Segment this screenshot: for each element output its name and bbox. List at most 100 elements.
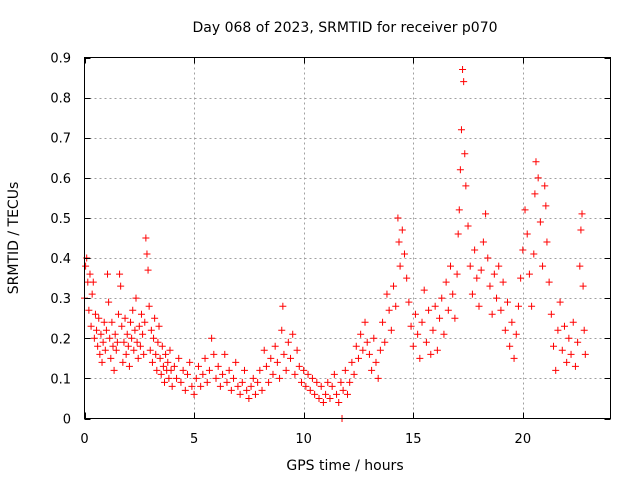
- data-point: [282, 366, 290, 374]
- data-point: [510, 354, 518, 362]
- data-point: [440, 330, 448, 338]
- data-point: [379, 318, 387, 326]
- x-tick-label: 10: [295, 432, 312, 447]
- data-point: [346, 378, 354, 386]
- data-point: [560, 322, 568, 330]
- data-point: [499, 278, 507, 286]
- y-tick-label: 0.8: [50, 92, 71, 107]
- data-point: [519, 246, 527, 254]
- data-point: [130, 346, 138, 354]
- data-point: [525, 270, 533, 278]
- data-point: [488, 310, 496, 318]
- data-point: [326, 394, 334, 402]
- data-point: [128, 334, 136, 342]
- data-point: [302, 382, 310, 390]
- data-point: [462, 182, 470, 190]
- data-point: [471, 246, 479, 254]
- data-point: [214, 362, 222, 370]
- data-point: [567, 350, 575, 358]
- data-point: [111, 330, 119, 338]
- data-point: [390, 282, 398, 290]
- data-point: [514, 302, 522, 310]
- data-point: [473, 274, 481, 282]
- data-point: [311, 390, 319, 398]
- data-point: [414, 330, 422, 338]
- chart-title: Day 068 of 2023, SRMTID for receiver p07…: [192, 20, 497, 36]
- data-point: [124, 342, 132, 350]
- data-point: [142, 234, 150, 242]
- data-point: [90, 334, 98, 342]
- data-point: [105, 298, 113, 306]
- data-point: [267, 354, 275, 362]
- data-point: [339, 386, 347, 394]
- data-point: [243, 386, 251, 394]
- data-point: [247, 382, 255, 390]
- x-axis-title: GPS time / hours: [286, 458, 403, 474]
- data-point: [291, 370, 299, 378]
- data-point: [161, 378, 168, 386]
- data-point: [132, 294, 140, 302]
- data-point: [385, 306, 393, 314]
- data-point: [156, 354, 164, 362]
- data-point: [212, 374, 220, 382]
- data-point: [454, 230, 462, 238]
- data-point: [425, 306, 433, 314]
- grid-lines: [84, 57, 611, 419]
- data-point: [108, 318, 116, 326]
- data-point: [497, 306, 505, 314]
- data-point: [407, 322, 415, 330]
- data-point: [308, 374, 316, 382]
- y-tick-label: 0.9: [50, 52, 71, 67]
- data-point: [269, 370, 277, 378]
- data-point: [158, 342, 166, 350]
- data-point: [556, 298, 564, 306]
- y-tick-label: 0.5: [50, 212, 71, 227]
- data-point: [453, 270, 461, 278]
- data-point: [456, 166, 464, 174]
- data-point: [199, 370, 207, 378]
- data-point: [297, 378, 305, 386]
- data-point: [295, 362, 303, 370]
- data-point: [88, 290, 96, 298]
- data-point: [164, 358, 172, 366]
- data-point: [530, 250, 538, 258]
- data-point: [313, 378, 321, 386]
- data-point: [565, 334, 573, 342]
- data-point: [418, 318, 426, 326]
- data-point: [98, 358, 106, 366]
- data-point: [116, 270, 124, 278]
- data-point: [236, 390, 244, 398]
- data-point: [576, 262, 584, 270]
- data-point: [335, 398, 343, 406]
- data-point: [578, 210, 586, 218]
- data-point: [104, 270, 112, 278]
- data-point: [300, 366, 308, 374]
- data-point: [129, 306, 137, 314]
- data-point: [543, 238, 551, 246]
- data-point: [442, 278, 450, 286]
- data-point: [461, 150, 469, 158]
- y-tick-label: 0.4: [50, 252, 71, 267]
- data-point: [374, 374, 382, 382]
- data-point: [383, 290, 391, 298]
- data-point: [503, 298, 511, 306]
- data-point: [370, 334, 378, 342]
- data-point: [122, 350, 130, 358]
- data-point: [141, 318, 149, 326]
- data-point: [372, 358, 380, 366]
- data-point: [279, 302, 287, 310]
- data-point: [145, 302, 153, 310]
- x-tick-label: 15: [405, 432, 422, 447]
- data-point: [357, 330, 365, 338]
- data-point: [97, 330, 105, 338]
- data-point: [205, 366, 213, 374]
- data-point: [395, 238, 403, 246]
- data-point: [482, 210, 490, 218]
- data-point: [574, 338, 582, 346]
- data-point: [581, 350, 589, 358]
- data-point: [409, 342, 417, 350]
- data-point: [542, 202, 550, 210]
- data-point: [135, 322, 143, 330]
- data-point: [82, 262, 90, 270]
